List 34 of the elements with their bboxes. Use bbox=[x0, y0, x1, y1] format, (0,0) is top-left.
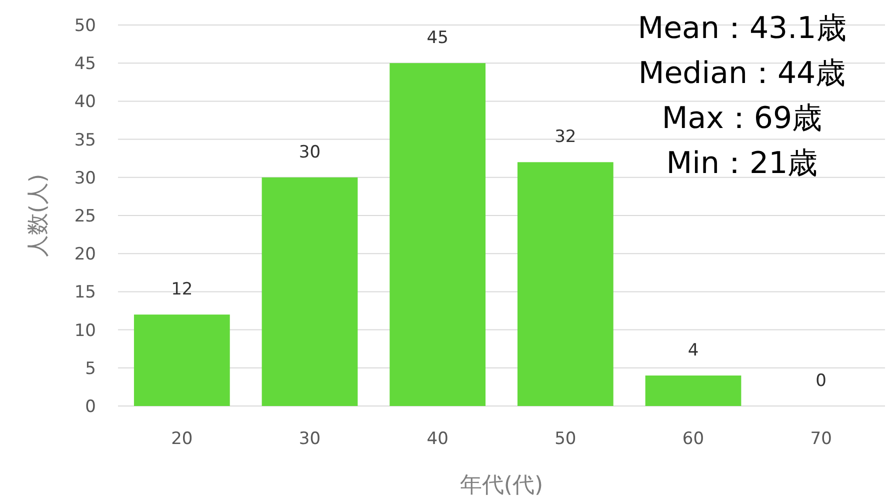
bar bbox=[134, 314, 230, 406]
y-axis-title: 人数(人) bbox=[26, 174, 51, 258]
bar bbox=[645, 376, 742, 406]
x-tick-label: 30 bbox=[298, 429, 321, 449]
y-tick-label: 5 bbox=[85, 358, 96, 379]
bar bbox=[390, 63, 486, 406]
y-tick-label: 10 bbox=[74, 320, 96, 341]
data-label: 12 bbox=[171, 280, 193, 300]
x-tick-label: 50 bbox=[554, 429, 576, 449]
y-tick-label: 30 bbox=[74, 168, 96, 188]
y-tick-label: 0 bbox=[85, 396, 96, 417]
bar bbox=[262, 177, 358, 406]
annotation: Min：21歳 bbox=[666, 146, 818, 181]
bar bbox=[517, 162, 614, 406]
y-tick-label: 20 bbox=[74, 244, 96, 265]
x-tick-label: 70 bbox=[810, 429, 832, 449]
y-tick-label: 50 bbox=[74, 16, 96, 36]
data-label: 30 bbox=[298, 142, 321, 162]
y-tick-label: 40 bbox=[74, 92, 96, 112]
y-tick-label: 15 bbox=[74, 282, 96, 303]
y-tick-label: 25 bbox=[74, 206, 96, 226]
y-tick-label: 45 bbox=[74, 54, 96, 74]
annotation: Median：44歳 bbox=[638, 56, 846, 91]
data-label: 32 bbox=[554, 127, 576, 148]
data-label: 0 bbox=[816, 371, 826, 391]
y-tick-label: 35 bbox=[74, 130, 96, 150]
data-label: 4 bbox=[688, 340, 699, 361]
annotation: Max：69歳 bbox=[662, 101, 822, 136]
data-label: 45 bbox=[426, 28, 448, 48]
annotation: Mean：43.1歳 bbox=[638, 11, 846, 46]
x-tick-label: 60 bbox=[682, 429, 704, 449]
x-tick-label: 20 bbox=[171, 429, 193, 449]
x-axis-title: 年代(代) bbox=[460, 473, 544, 498]
x-tick-label: 40 bbox=[426, 429, 448, 449]
